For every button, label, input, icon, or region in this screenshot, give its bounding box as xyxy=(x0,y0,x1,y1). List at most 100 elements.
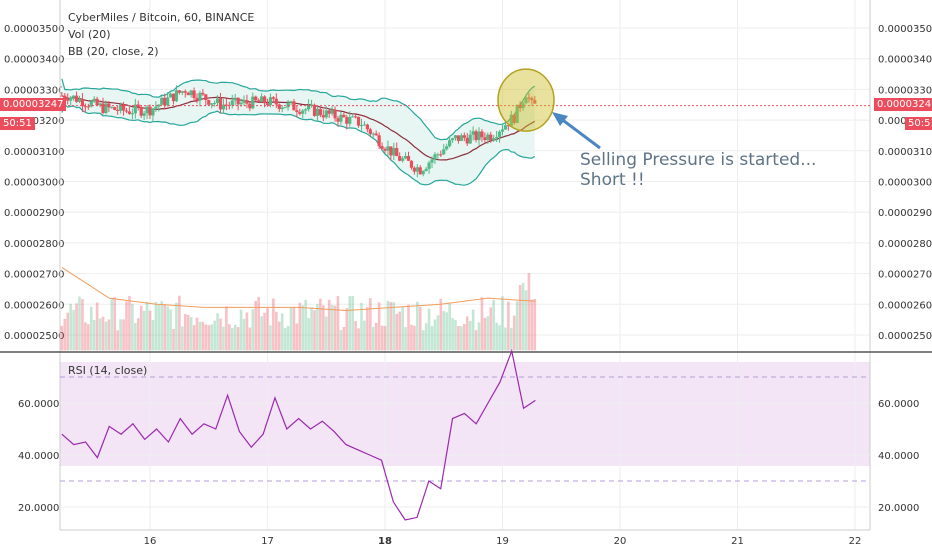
volume-bar xyxy=(110,298,114,351)
candle-body xyxy=(66,98,70,101)
candle-body xyxy=(362,124,367,126)
volume-bar xyxy=(430,326,434,351)
volume-bar xyxy=(457,326,460,351)
candle-body xyxy=(201,92,205,95)
candle-body xyxy=(160,97,164,105)
candle-body xyxy=(468,134,472,144)
volume-bar xyxy=(142,310,146,351)
volume-bar xyxy=(266,308,269,351)
candle-body xyxy=(236,97,240,105)
candle-body xyxy=(289,101,293,103)
volume-bar xyxy=(324,316,328,351)
bollinger-lower xyxy=(61,103,536,186)
volume-bar xyxy=(310,307,313,351)
volume-bar xyxy=(104,321,108,351)
candle-body xyxy=(60,95,64,97)
candle-body xyxy=(462,135,466,138)
volume-bar xyxy=(119,319,122,351)
candle-body xyxy=(506,125,510,127)
volume-bar xyxy=(136,318,140,351)
price-tick-right: 0.00002800 xyxy=(878,239,932,250)
candle-body xyxy=(489,134,493,141)
volume-bar xyxy=(407,304,410,351)
volume-bar xyxy=(413,325,416,351)
volume-bar xyxy=(433,319,437,351)
candle-body xyxy=(418,167,422,175)
candle-body xyxy=(465,137,469,144)
volume-bar xyxy=(248,327,252,351)
candle-body xyxy=(192,90,196,99)
bollinger-upper xyxy=(61,78,536,141)
volume-bar xyxy=(89,306,93,351)
volume-bar xyxy=(163,304,166,351)
candle-body xyxy=(392,148,396,156)
candle-body xyxy=(307,104,311,110)
candle-body xyxy=(377,135,381,147)
candle-body xyxy=(345,117,349,124)
volume-bar xyxy=(283,328,287,351)
last-price-tag-right: 0.00003247 xyxy=(874,98,932,111)
candle-body xyxy=(245,100,249,104)
price-tick-right: 0.00003300 xyxy=(878,85,932,96)
time-tick: 22 xyxy=(849,536,862,547)
price-tick-right: 0.00003000 xyxy=(878,178,932,189)
candle-body xyxy=(415,167,419,172)
candle-body xyxy=(213,102,217,104)
volume-bar xyxy=(116,330,119,351)
price-tick-right: 0.00002700 xyxy=(878,270,932,281)
volume-bar xyxy=(254,300,258,351)
candle-body xyxy=(69,97,73,101)
candle-body xyxy=(315,108,320,116)
volume-bar xyxy=(533,298,537,351)
volume-bar xyxy=(128,295,131,351)
volume-bar xyxy=(515,301,519,351)
candle-body xyxy=(386,146,390,151)
price-tick-right: 0.00003100 xyxy=(878,147,932,158)
volume-bar xyxy=(401,306,404,351)
volume-bar xyxy=(416,301,419,351)
time-tick: 17 xyxy=(261,536,274,547)
countdown-tag-right: 50:51 xyxy=(905,117,932,130)
price-tick-left: 0.00003000 xyxy=(4,178,64,189)
volume-bar xyxy=(192,325,196,351)
volume-bar xyxy=(219,318,222,351)
volume-bar xyxy=(477,322,481,351)
candle-body xyxy=(477,131,481,141)
candle-body xyxy=(389,146,393,156)
candle-body xyxy=(139,107,143,116)
candle-body xyxy=(495,136,499,139)
volume-bar xyxy=(322,305,325,351)
candle-body xyxy=(456,135,461,141)
candle-body xyxy=(327,110,331,114)
candle-body xyxy=(166,97,170,106)
price-tick-right: 0.00003500 xyxy=(878,24,932,35)
candle-body xyxy=(515,104,519,123)
candle-body xyxy=(127,111,132,114)
candle-body xyxy=(215,98,220,103)
volume-bar xyxy=(145,301,149,351)
volume-bar xyxy=(327,299,331,351)
volume-bar xyxy=(216,313,219,351)
candle-body xyxy=(268,97,273,105)
volume-bar xyxy=(442,310,446,351)
time-tick: 21 xyxy=(731,536,744,547)
candle-body xyxy=(207,100,211,105)
volume-bar xyxy=(275,311,278,351)
volume-bar xyxy=(195,317,199,351)
volume-bar xyxy=(251,309,255,351)
time-tick: 20 xyxy=(614,536,627,547)
candle-body xyxy=(533,100,537,104)
annotation-arrow xyxy=(559,116,601,150)
candle-body xyxy=(148,106,152,116)
candle-body xyxy=(374,133,378,136)
volume-bar xyxy=(183,313,187,351)
volume-bar xyxy=(460,326,463,351)
volume-bar xyxy=(60,325,64,351)
candle-body xyxy=(154,106,158,109)
volume-bar xyxy=(222,326,225,351)
candle-body xyxy=(486,134,490,141)
volume-bar xyxy=(304,299,307,351)
candle-body xyxy=(124,110,129,112)
volume-bar xyxy=(81,299,84,351)
